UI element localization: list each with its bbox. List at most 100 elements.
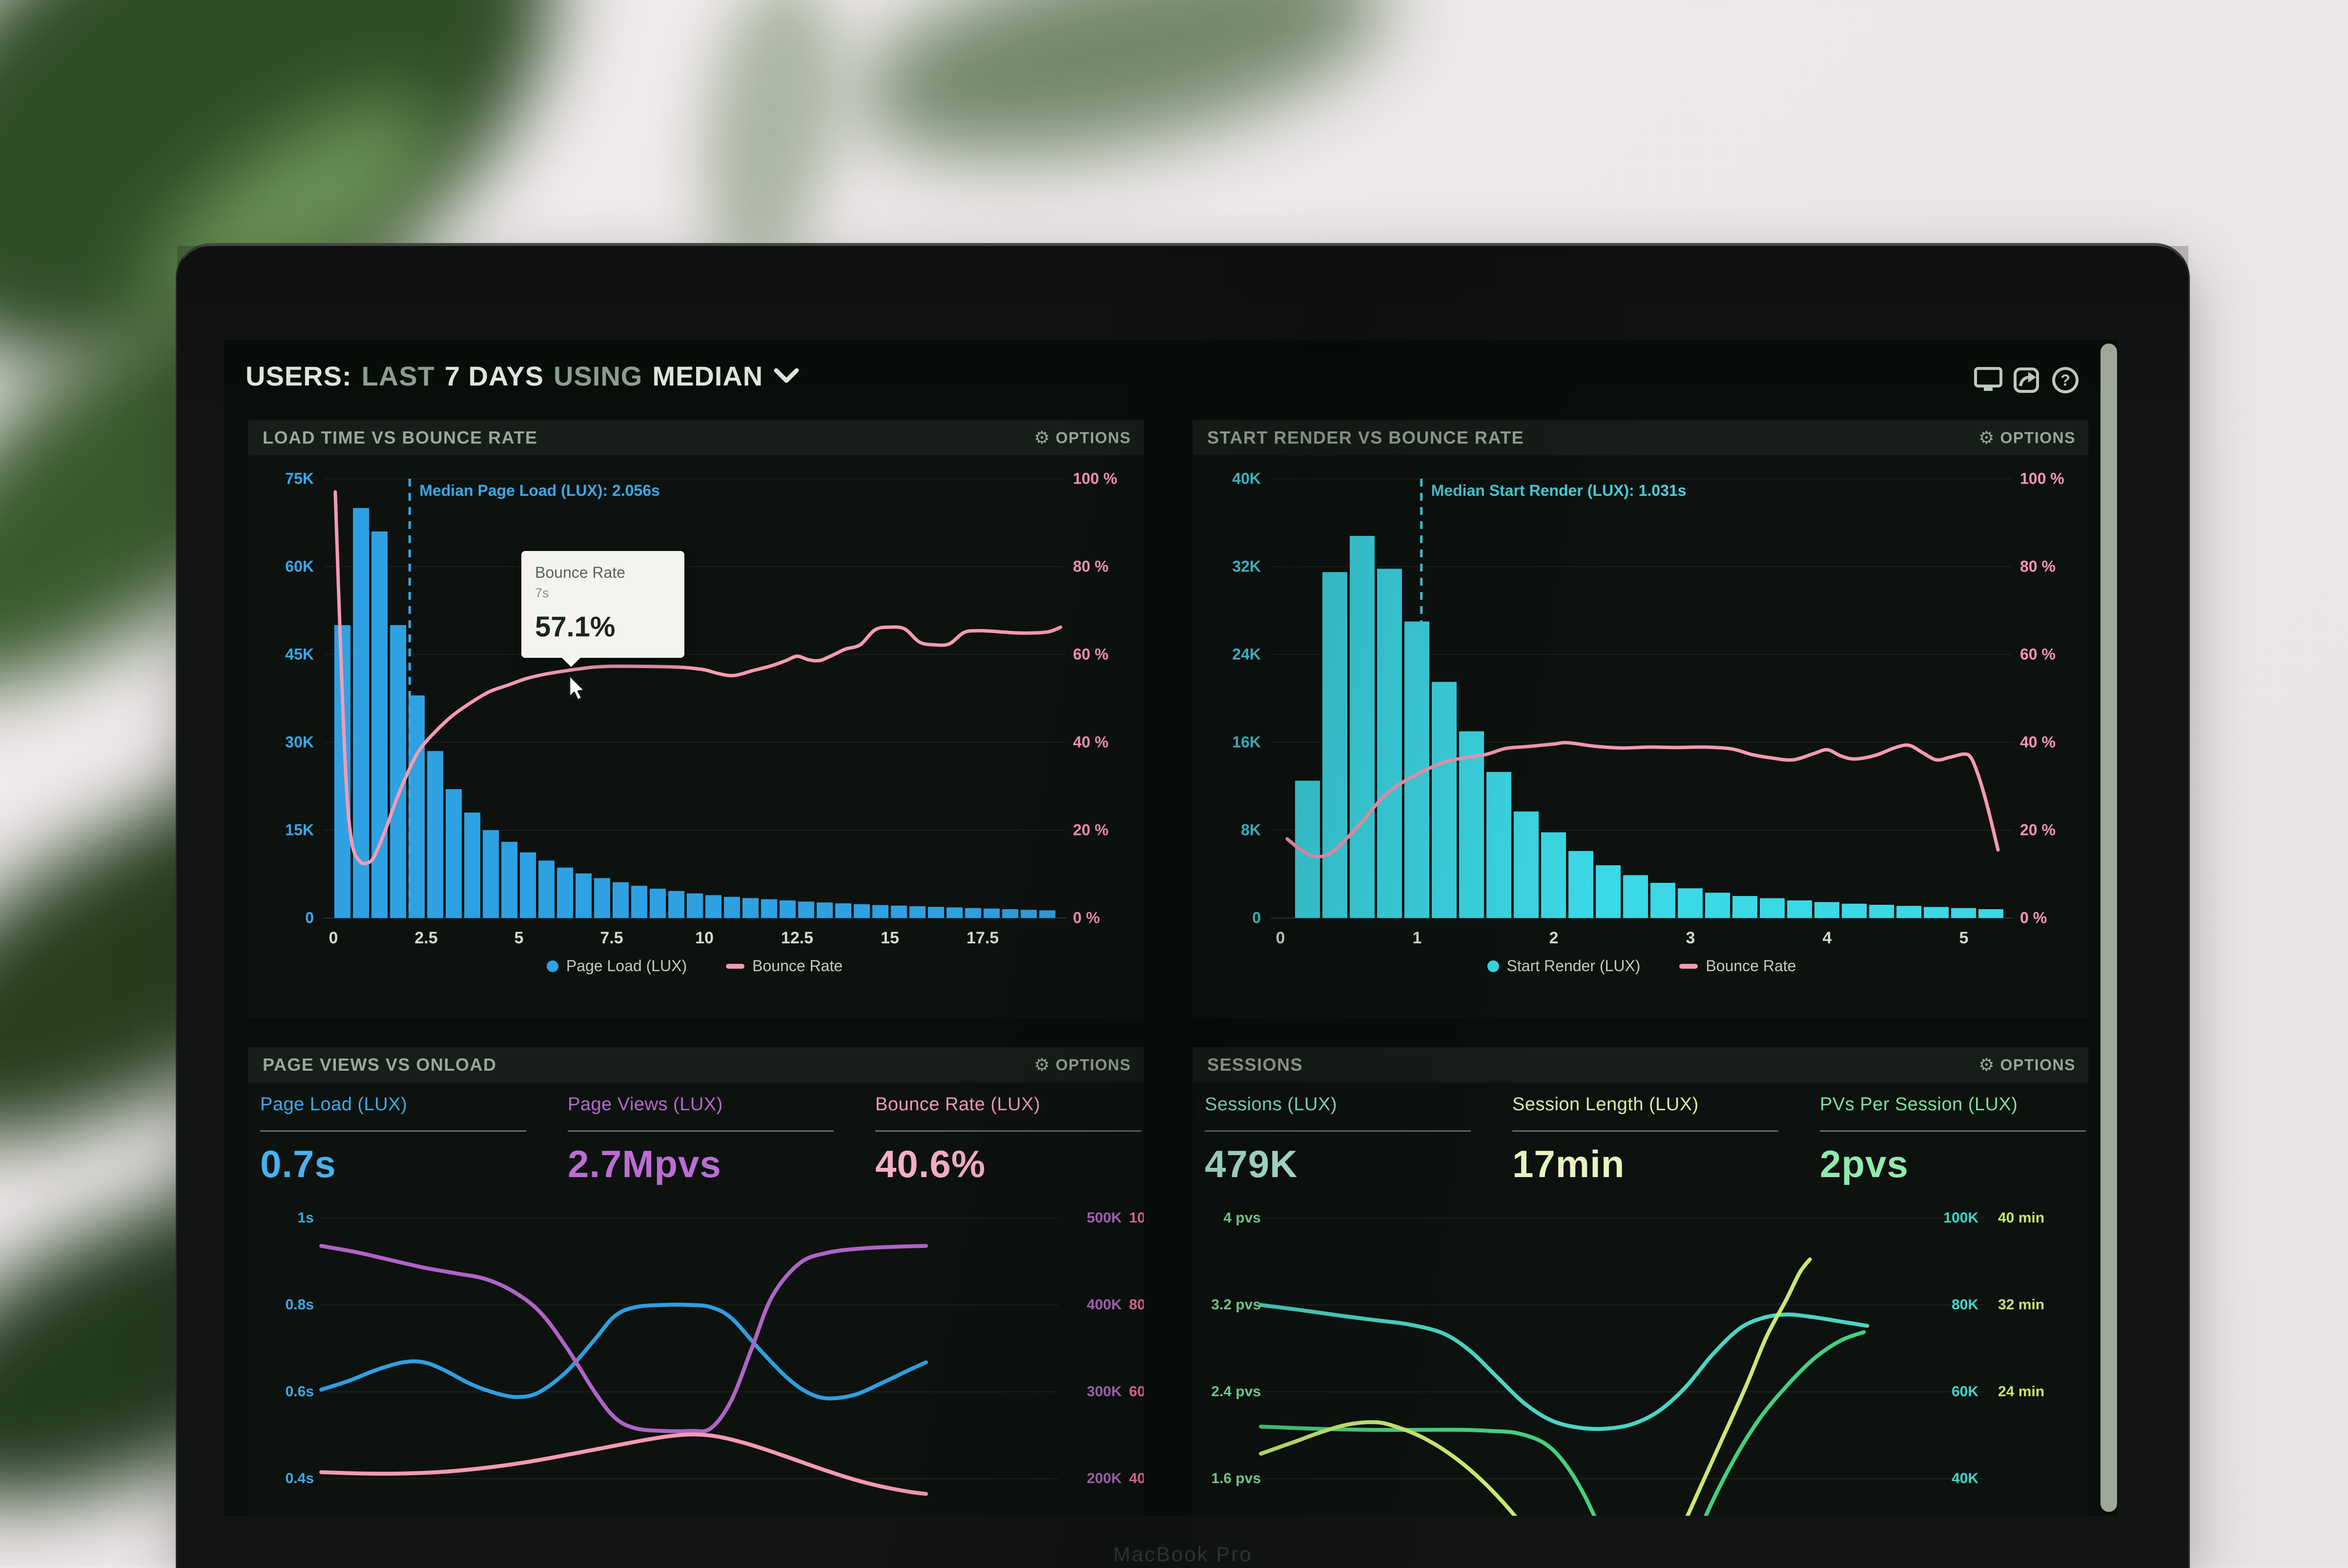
y-axis-tick: 24K: [1232, 645, 1261, 663]
median-annotation: Median Start Render (LUX): 1.031s: [1431, 482, 1687, 499]
panel-title: PAGE VIEWS VS ONLOAD: [263, 1055, 497, 1075]
laptop-brand-label: MacBook Pro: [1113, 1543, 1253, 1566]
y2-axis-tick: 40K: [1951, 1470, 1978, 1487]
chart-legend: Start Render (LUX) Bounce Rate: [1271, 957, 2013, 975]
y2-axis-tick: 0 %: [1073, 909, 1100, 927]
metric-label: PVs Per Session (LUX): [1820, 1094, 2018, 1115]
y2-axis-tick: 100 %: [2020, 469, 2064, 488]
legend-item[interactable]: Bounce Rate: [726, 957, 843, 975]
options-button[interactable]: ⚙ OPTIONS: [1978, 1055, 2076, 1075]
share-icon[interactable]: [2013, 365, 2041, 393]
svg-text:?: ?: [2060, 371, 2070, 389]
y2-axis-tick: 400K: [1087, 1297, 1122, 1313]
y-axis-tick: 2.4 pvs: [1211, 1384, 1261, 1400]
sessions-chart[interactable]: 4 pvs 3.2 pvs 2.4 pvs 1.6 pvs 100K 80K 60K 40K 4…: [1193, 1047, 2088, 1516]
metric-underline: [260, 1130, 526, 1132]
metric-value: 2pvs: [1820, 1142, 1909, 1185]
chart-legend: Page Load (LUX) Bounce Rate: [324, 957, 1066, 975]
y3-axis-tick: 24 min: [1998, 1384, 2045, 1400]
y-axis-tick: 0.8s: [285, 1297, 314, 1313]
gear-icon: ⚙: [1034, 1055, 1050, 1075]
metric-underline: [1205, 1130, 1471, 1132]
page-title-dropdown[interactable]: USERS: LAST 7 DAYS USING MEDIAN: [246, 357, 800, 394]
display-icon[interactable]: [1973, 365, 2003, 393]
y2-axis-tick: 0 %: [2020, 909, 2047, 927]
scrollbar[interactable]: [2101, 344, 2117, 1512]
start-render-chart[interactable]: 40K 32K 24K 16K 8K 0 100 % 80 % 60 % 40 % 20 % 0 % 0…: [1193, 420, 2088, 1018]
y3-axis-tick: 32 min: [1998, 1297, 2045, 1313]
load-time-chart[interactable]: 75K 60K 45K 30K 15K 0 100 % 80 % 60 % 40 % 20 % 0 %…: [248, 420, 1144, 1018]
legend-label: Start Render (LUX): [1506, 957, 1641, 975]
mouse-cursor: [564, 674, 590, 707]
legend-label: Page Load (LUX): [566, 957, 687, 975]
y-axis-tick: 0: [305, 909, 314, 927]
legend-item[interactable]: Start Render (LUX): [1487, 957, 1641, 975]
page-views-chart[interactable]: 1s 0.8s 0.6s 0.4s 500K 400K 300K 200K 100% 80% 60%…: [248, 1047, 1144, 1516]
panel-title: START RENDER VS BOUNCE RATE: [1207, 428, 1524, 448]
y2-axis-tick: 100 %: [1073, 469, 1117, 488]
x-axis-tick: 2: [1549, 929, 1559, 947]
y2-axis-tick: 40 %: [1073, 733, 1109, 751]
y2-axis-tick: 300K: [1087, 1384, 1122, 1400]
help-icon[interactable]: ?: [2051, 365, 2080, 393]
y2-axis-tick: 40 %: [2020, 733, 2056, 751]
y2-axis-tick: 60 %: [2020, 645, 2056, 663]
panel-start-render-vs-bounce-rate: START RENDER VS BOUNCE RATE ⚙ OPTIONS 40…: [1193, 420, 2088, 1018]
y3-axis-tick: 100%: [1129, 1210, 1144, 1226]
metric-value: 479K: [1205, 1142, 1298, 1185]
options-button[interactable]: ⚙ OPTIONS: [1034, 1055, 1131, 1075]
metric-underline: [1512, 1130, 1778, 1132]
y2-axis-tick: 60K: [1951, 1384, 1978, 1400]
x-axis-tick: 15: [881, 929, 899, 947]
metric-underline: [1820, 1130, 2086, 1132]
panel-header: SESSIONS ⚙ OPTIONS: [1193, 1047, 2088, 1082]
x-axis-tick: 5: [514, 929, 524, 947]
y-axis-tick: 0: [1252, 909, 1261, 927]
y2-axis-tick: 80 %: [1073, 557, 1109, 575]
panel-header: LOAD TIME VS BOUNCE RATE ⚙ OPTIONS: [248, 420, 1144, 455]
legend-label: Bounce Rate: [1706, 957, 1796, 975]
y-axis-tick: 1s: [297, 1210, 314, 1226]
page-title-part: USING: [553, 360, 643, 391]
y-axis-tick: 4 pvs: [1223, 1210, 1261, 1226]
y3-axis-tick: 60%: [1129, 1384, 1144, 1400]
y2-axis-tick: 100K: [1943, 1210, 1978, 1226]
tooltip-bucket: 7s: [535, 586, 549, 600]
y3-axis-tick: 80%: [1129, 1297, 1144, 1313]
options-button[interactable]: ⚙ OPTIONS: [1034, 428, 1131, 448]
metric-label: Sessions (LUX): [1205, 1094, 1337, 1115]
y3-axis-tick: 40 min: [1998, 1210, 2045, 1226]
plant-leaf-blur: [841, 0, 1405, 196]
page-title-part: 7 DAYS: [444, 360, 544, 391]
dashboard-screen: USERS: LAST 7 DAYS USING MEDIAN: [224, 340, 2118, 1516]
panel-header: PAGE VIEWS VS ONLOAD ⚙ OPTIONS: [248, 1047, 1144, 1082]
x-axis-tick: 2.5: [414, 929, 438, 947]
laptop: USERS: LAST 7 DAYS USING MEDIAN: [176, 243, 2190, 1568]
y-axis-tick: 40K: [1232, 469, 1261, 488]
y-axis-tick: 32K: [1232, 557, 1261, 575]
gear-icon: ⚙: [1978, 428, 1995, 448]
y2-axis-tick: 60 %: [1073, 645, 1109, 663]
legend-line-swatch: [726, 963, 745, 969]
y-axis-tick: 15K: [285, 821, 314, 839]
y-axis-tick: 16K: [1232, 733, 1261, 751]
metric-underline: [568, 1130, 834, 1132]
x-axis-tick: 7.5: [600, 929, 623, 947]
chart-tooltip: Bounce Rate 7s 57.1%: [521, 551, 684, 658]
legend-item[interactable]: Bounce Rate: [1679, 957, 1796, 975]
y-axis-tick: 45K: [285, 645, 314, 663]
x-axis-tick: 17.5: [966, 929, 999, 947]
metric-label: Page Views (LUX): [568, 1094, 723, 1115]
metric-value: 40.6%: [875, 1142, 986, 1185]
x-axis-tick: 4: [1822, 929, 1832, 947]
y-axis-tick: 1.6 pvs: [1211, 1470, 1261, 1487]
metric-value: 0.7s: [260, 1142, 336, 1185]
y-axis-tick: 75K: [285, 469, 314, 488]
y2-axis-tick: 500K: [1087, 1210, 1122, 1226]
metric-value: 17min: [1512, 1142, 1625, 1185]
options-button[interactable]: ⚙ OPTIONS: [1978, 428, 2076, 448]
tooltip-value: 57.1%: [535, 611, 616, 643]
panel-title: SESSIONS: [1207, 1055, 1303, 1075]
legend-item[interactable]: Page Load (LUX): [546, 957, 687, 975]
y2-axis-tick: 200K: [1087, 1470, 1122, 1487]
